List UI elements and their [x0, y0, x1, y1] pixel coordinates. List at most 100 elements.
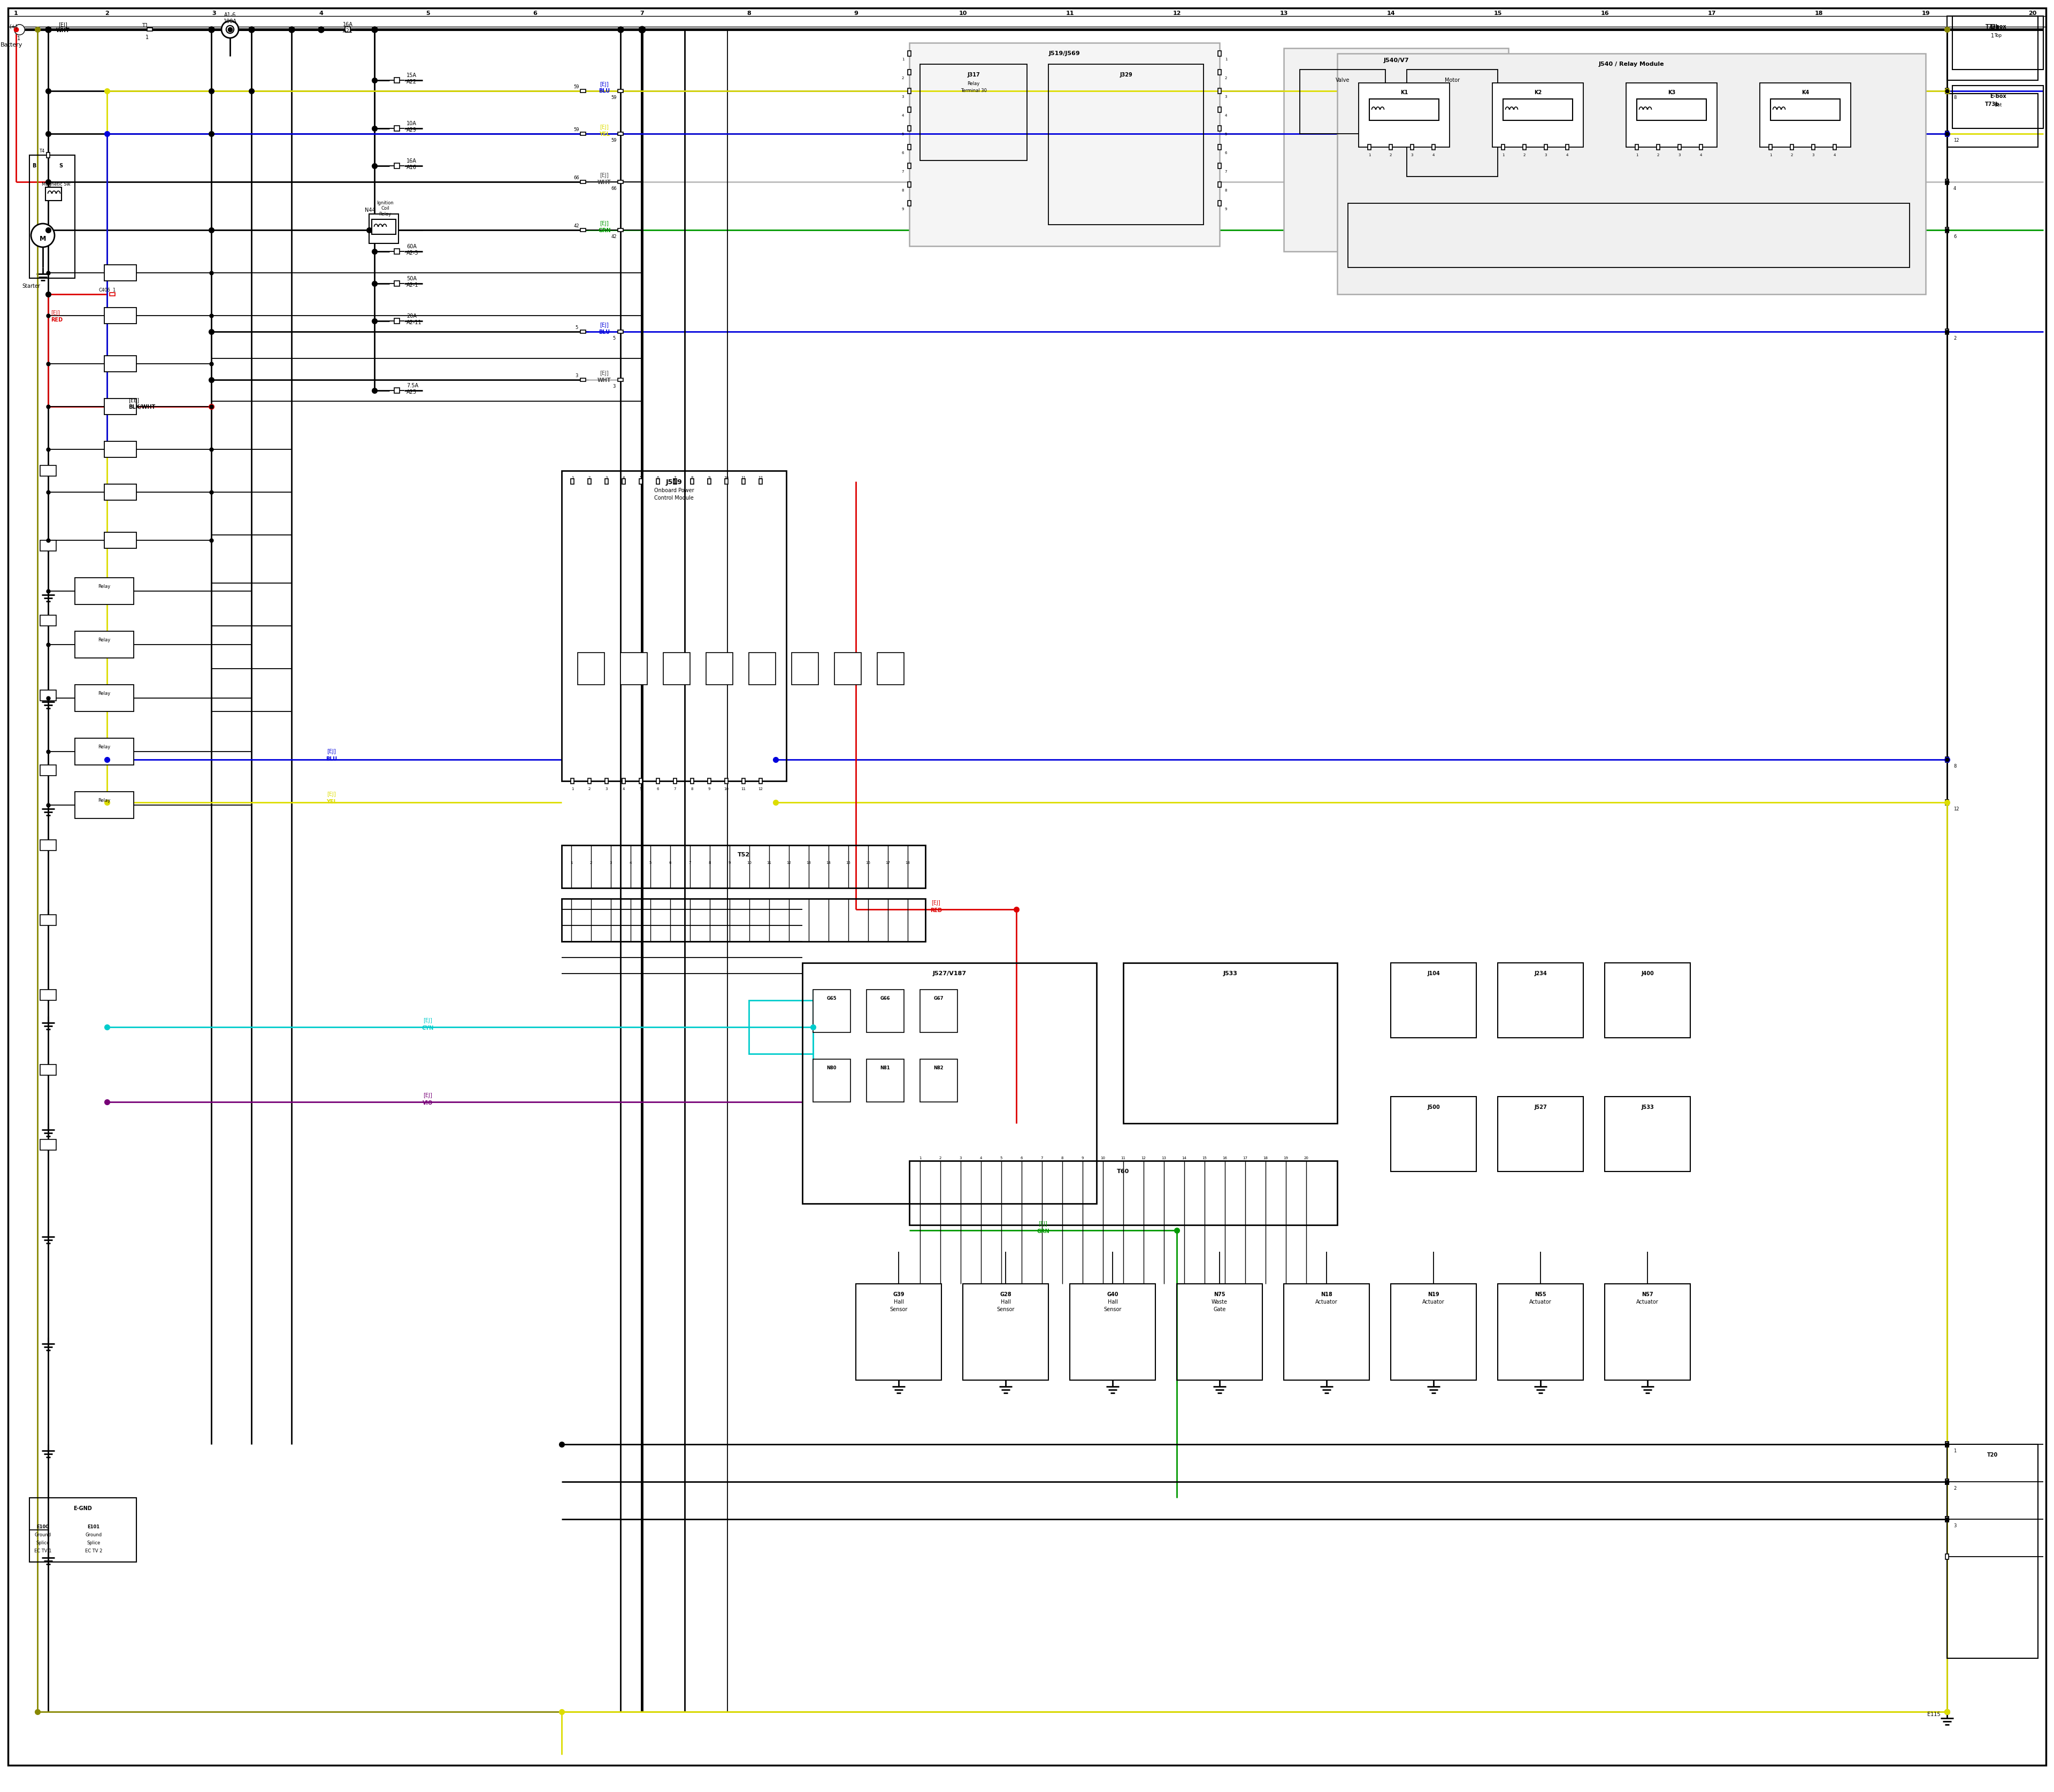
Text: J400: J400	[1641, 971, 1653, 977]
Bar	[1337, 54, 1927, 294]
Bar	[657, 478, 659, 484]
Bar	[561, 471, 787, 781]
Text: G28: G28	[1000, 1292, 1011, 1297]
Bar	[1953, 86, 2044, 129]
Bar	[105, 532, 136, 548]
Bar	[587, 478, 592, 484]
Bar	[910, 1161, 1337, 1226]
Text: 6: 6	[532, 11, 536, 16]
Text: YEL: YEL	[327, 799, 337, 805]
Bar	[1218, 181, 1222, 186]
Bar	[394, 281, 401, 287]
Bar	[1358, 82, 1450, 147]
Text: (+): (+)	[8, 23, 18, 29]
Bar	[1945, 799, 1949, 805]
Bar	[1947, 93, 2038, 147]
Text: 5: 5	[639, 477, 643, 478]
Bar	[74, 631, 134, 658]
Bar	[1368, 145, 1370, 151]
Text: 3: 3	[1224, 95, 1226, 99]
Bar	[1497, 1283, 1584, 1380]
Text: 15A: 15A	[407, 73, 417, 79]
Text: 20A: 20A	[407, 314, 417, 319]
Bar	[1545, 145, 1547, 151]
Text: 11: 11	[1121, 1156, 1126, 1159]
Text: 59: 59	[612, 138, 616, 143]
Text: Relay: Relay	[99, 797, 111, 803]
Bar	[1771, 99, 1840, 120]
Bar	[1832, 145, 1836, 151]
Bar	[1947, 16, 2038, 81]
Text: G40: G40	[1107, 1292, 1117, 1297]
Bar	[674, 778, 676, 783]
Bar	[741, 478, 746, 484]
Text: Sensor: Sensor	[1103, 1306, 1121, 1312]
Bar	[581, 378, 585, 382]
Text: [EJ]: [EJ]	[51, 310, 60, 315]
Bar	[1945, 1516, 1949, 1521]
Bar	[690, 478, 694, 484]
Text: 12: 12	[758, 787, 762, 790]
Text: 1: 1	[571, 862, 573, 864]
Text: J519/J569: J519/J569	[1050, 50, 1080, 56]
Bar	[105, 398, 136, 414]
Text: A29: A29	[407, 127, 417, 133]
Bar	[857, 1283, 941, 1380]
Text: 6: 6	[1021, 1156, 1023, 1159]
Text: 7: 7	[1224, 170, 1226, 174]
Text: 4: 4	[902, 115, 904, 116]
Text: E101: E101	[88, 1525, 101, 1529]
Text: 10: 10	[959, 11, 967, 16]
Text: 16: 16	[1600, 11, 1608, 16]
Text: 1: 1	[113, 289, 115, 292]
Text: [EJ]: [EJ]	[1039, 1220, 1048, 1226]
Text: 10A: 10A	[407, 120, 417, 125]
Text: Splice: Splice	[86, 1541, 101, 1545]
Text: 12: 12	[1173, 11, 1181, 16]
Text: 18: 18	[1263, 1156, 1267, 1159]
Bar	[345, 27, 351, 32]
Text: 15: 15	[846, 862, 850, 864]
Text: GRN: GRN	[598, 228, 610, 233]
Bar	[1370, 99, 1440, 120]
Text: E-GND: E-GND	[74, 1505, 92, 1511]
Bar	[571, 478, 573, 484]
Text: E-box: E-box	[1990, 93, 2007, 99]
Text: 2: 2	[939, 1156, 941, 1159]
Text: T60: T60	[1117, 1168, 1130, 1174]
Bar	[74, 792, 134, 819]
Bar	[803, 962, 1097, 1204]
Bar	[1391, 962, 1477, 1038]
Text: [EJ]: [EJ]	[600, 125, 608, 131]
Text: N82: N82	[935, 1066, 943, 1070]
Text: 3: 3	[1411, 154, 1413, 156]
Text: 3: 3	[1812, 154, 1814, 156]
Bar	[74, 685, 134, 711]
Text: 4: 4	[622, 477, 624, 478]
Text: G65: G65	[828, 996, 836, 1002]
Text: 1: 1	[47, 149, 49, 154]
Text: [EI]: [EI]	[60, 22, 68, 27]
Bar	[1565, 145, 1569, 151]
Bar	[1493, 82, 1584, 147]
Bar	[1791, 145, 1793, 151]
Text: 2: 2	[587, 787, 592, 790]
Text: WHT: WHT	[55, 29, 70, 34]
Text: BLU: BLU	[600, 88, 610, 93]
Bar	[1504, 99, 1573, 120]
Text: [EJ]: [EJ]	[327, 792, 337, 797]
Bar	[1411, 145, 1413, 151]
Text: M: M	[39, 235, 45, 242]
Text: Hall: Hall	[1000, 1299, 1011, 1305]
Text: 42: 42	[573, 224, 579, 228]
Text: 16: 16	[1222, 1156, 1228, 1159]
Bar	[1124, 962, 1337, 1124]
Bar	[1945, 330, 1949, 335]
Text: Battery: Battery	[0, 43, 23, 48]
Bar	[657, 778, 659, 783]
Text: 20: 20	[2029, 11, 2038, 16]
Bar	[791, 652, 817, 685]
Bar	[639, 478, 643, 484]
Text: 9: 9	[709, 477, 711, 478]
Bar	[1522, 145, 1526, 151]
